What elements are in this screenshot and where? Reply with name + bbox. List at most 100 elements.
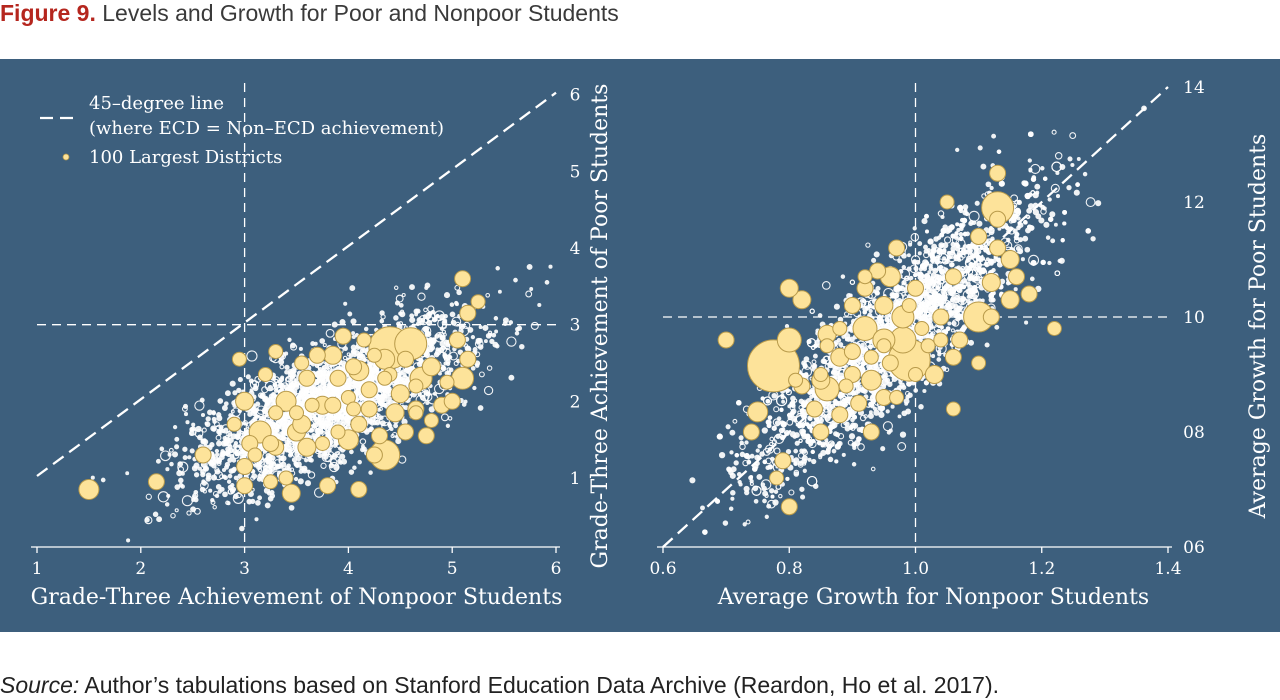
y-tick-label: 1 — [570, 469, 581, 489]
y-tick-label: 5 — [570, 162, 581, 182]
district-point — [223, 440, 229, 447]
large-district-point — [366, 347, 382, 363]
district-point — [915, 259, 921, 265]
district-point — [966, 294, 971, 299]
district-point — [934, 259, 941, 265]
district-point — [802, 468, 807, 473]
district-point — [904, 401, 909, 406]
district-point — [483, 339, 488, 344]
district-point — [491, 332, 497, 338]
district-point — [873, 409, 880, 416]
district-point — [221, 467, 227, 473]
large-district-point — [350, 481, 368, 498]
district-point — [369, 366, 376, 373]
district-point — [177, 461, 189, 473]
district-point — [361, 444, 365, 449]
district-point — [771, 392, 778, 399]
large-district-point — [236, 477, 254, 495]
district-point — [799, 486, 805, 492]
district-point — [90, 475, 95, 480]
district-point — [200, 469, 205, 475]
district-point — [913, 388, 919, 393]
district-point — [1090, 236, 1096, 242]
district-point — [976, 220, 983, 227]
district-point — [319, 338, 326, 344]
district-point — [836, 338, 842, 343]
large-district-point — [226, 416, 242, 432]
district-point — [170, 512, 176, 519]
district-point — [1045, 235, 1051, 240]
district-point — [442, 354, 448, 360]
figure-title-text: Levels and Growth for Poor and Nonpoor S… — [102, 0, 619, 26]
large-district-point — [268, 405, 284, 421]
district-point — [1024, 320, 1029, 325]
district-point — [350, 318, 357, 325]
district-point — [234, 450, 239, 456]
large-district-point — [334, 327, 352, 345]
district-point — [844, 421, 850, 427]
district-point — [194, 400, 205, 411]
large-district-point — [451, 366, 475, 390]
district-point — [729, 429, 736, 436]
district-point — [1067, 156, 1073, 162]
district-point — [927, 279, 934, 286]
district-point — [1082, 171, 1088, 177]
district-point — [794, 440, 800, 446]
large-district-point — [329, 369, 347, 387]
district-point — [913, 273, 918, 278]
district-point — [798, 398, 804, 404]
district-point — [228, 413, 233, 418]
district-point — [949, 297, 955, 303]
district-point — [271, 422, 278, 429]
district-point — [857, 443, 865, 451]
district-point — [793, 448, 799, 454]
district-point — [440, 413, 449, 422]
district-point — [922, 388, 927, 394]
district-point — [226, 479, 232, 484]
district-point — [313, 416, 318, 421]
district-point — [722, 520, 729, 526]
district-point — [959, 328, 964, 332]
district-point — [912, 226, 917, 231]
district-point — [817, 313, 823, 318]
large-district-point — [408, 378, 424, 394]
district-point — [1047, 197, 1052, 202]
district-point — [313, 341, 318, 346]
district-point — [729, 472, 736, 479]
district-point — [210, 425, 217, 432]
district-point — [282, 419, 287, 424]
large-district-point — [350, 415, 368, 433]
district-point — [470, 365, 476, 371]
district-point — [968, 339, 975, 346]
district-point — [773, 489, 779, 494]
district-point — [1073, 189, 1080, 196]
district-point — [1030, 259, 1037, 266]
district-point — [901, 410, 908, 417]
district-point — [852, 414, 858, 420]
district-point — [927, 270, 932, 275]
large-district-point — [408, 405, 424, 421]
district-point — [145, 493, 152, 500]
district-point — [293, 476, 299, 482]
district-point — [212, 504, 217, 510]
district-point — [1066, 184, 1072, 191]
district-point — [325, 328, 335, 338]
district-point — [337, 458, 342, 464]
district-point — [217, 489, 222, 494]
district-point — [737, 479, 742, 485]
district-point — [222, 491, 228, 498]
district-point — [477, 344, 484, 350]
district-point — [1032, 209, 1040, 216]
district-point — [224, 464, 229, 470]
district-point — [793, 471, 800, 477]
district-point — [730, 466, 737, 473]
district-point — [987, 258, 994, 265]
district-point — [427, 305, 435, 313]
district-point — [937, 352, 942, 357]
district-point — [288, 504, 295, 511]
district-point — [537, 302, 542, 308]
x-tick-label: 1.2 — [1028, 559, 1055, 579]
district-point — [783, 429, 791, 437]
district-point — [280, 455, 287, 462]
